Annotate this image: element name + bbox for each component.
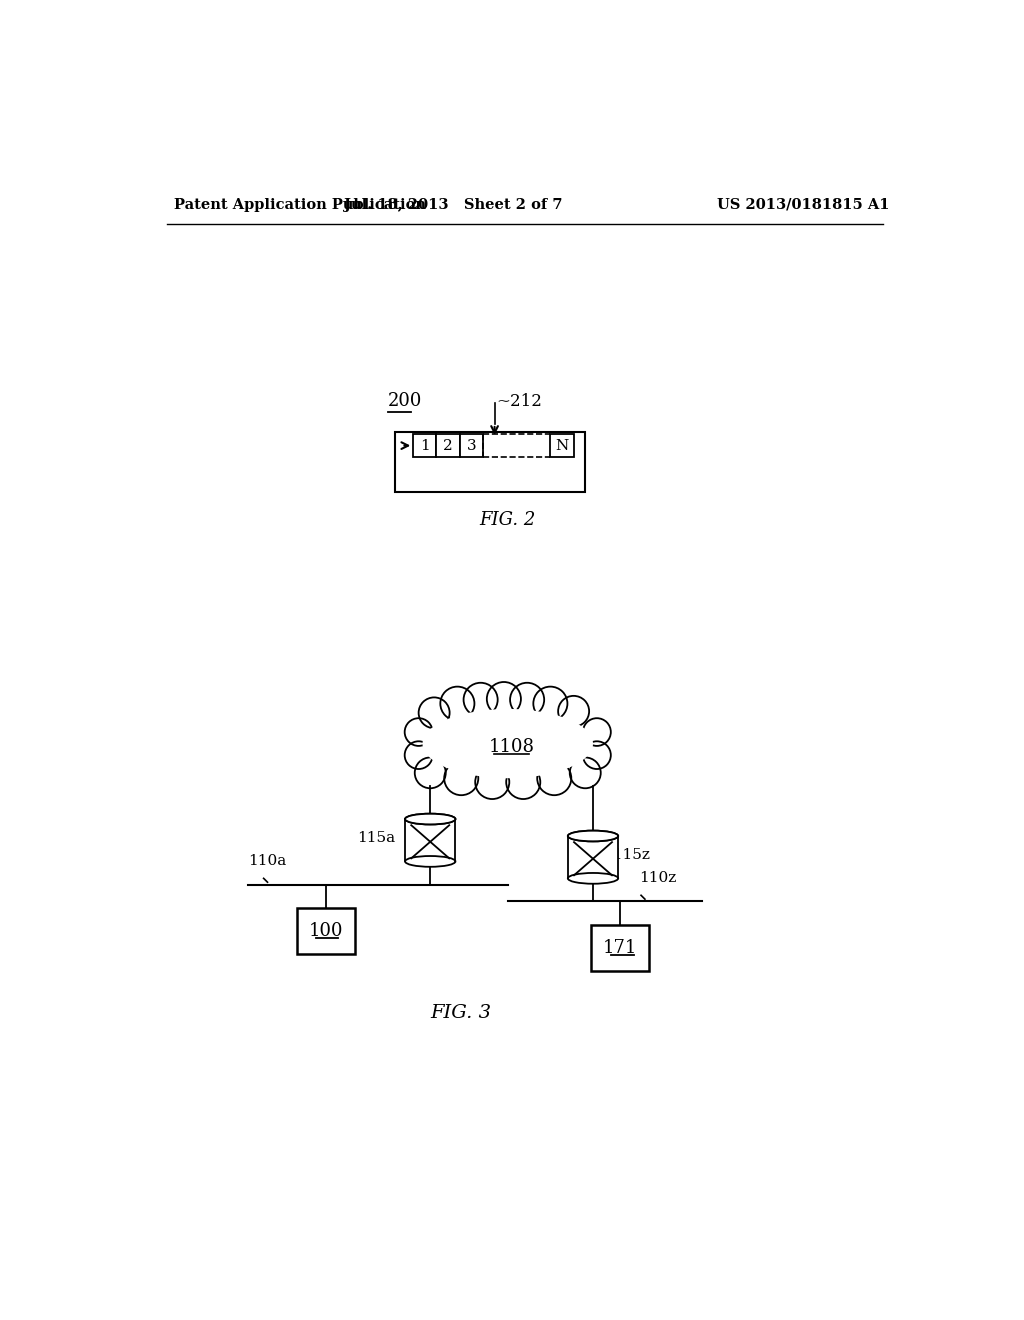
Bar — [395, 432, 586, 492]
Bar — [406, 818, 456, 862]
Text: 110z: 110z — [640, 870, 677, 884]
Text: Jul. 18, 2013   Sheet 2 of 7: Jul. 18, 2013 Sheet 2 of 7 — [344, 198, 563, 211]
Bar — [297, 908, 354, 954]
Ellipse shape — [464, 682, 498, 717]
Text: 110a: 110a — [248, 854, 287, 867]
Text: 2: 2 — [443, 438, 453, 453]
Ellipse shape — [568, 873, 618, 884]
Text: 200: 200 — [388, 392, 422, 411]
Ellipse shape — [404, 718, 432, 746]
Text: 3: 3 — [467, 438, 476, 453]
Text: Patent Application Publication: Patent Application Publication — [174, 198, 427, 211]
Text: 100: 100 — [308, 921, 343, 940]
Text: ~115z: ~115z — [601, 849, 650, 862]
Ellipse shape — [411, 701, 604, 785]
Ellipse shape — [419, 697, 450, 729]
Ellipse shape — [486, 682, 521, 715]
Text: 1108: 1108 — [488, 738, 535, 756]
Text: ~212: ~212 — [496, 393, 542, 411]
Ellipse shape — [534, 686, 567, 721]
Ellipse shape — [558, 696, 589, 726]
Bar — [436, 434, 460, 457]
Bar — [460, 434, 483, 457]
Text: N: N — [555, 438, 568, 453]
Ellipse shape — [406, 814, 455, 824]
Ellipse shape — [440, 686, 474, 721]
Text: US 2013/0181815 A1: US 2013/0181815 A1 — [717, 198, 890, 211]
Ellipse shape — [538, 762, 571, 795]
Ellipse shape — [475, 766, 509, 799]
Ellipse shape — [568, 830, 618, 841]
Ellipse shape — [406, 855, 456, 867]
Ellipse shape — [568, 832, 617, 841]
Ellipse shape — [583, 742, 611, 770]
Text: 115a: 115a — [357, 832, 395, 845]
Ellipse shape — [510, 682, 544, 717]
Text: FIG. 3: FIG. 3 — [431, 1005, 492, 1022]
Ellipse shape — [404, 742, 432, 770]
Bar — [568, 836, 618, 878]
Bar — [550, 434, 573, 457]
Text: FIG. 2: FIG. 2 — [479, 511, 536, 529]
Bar — [591, 924, 649, 970]
Ellipse shape — [444, 762, 478, 795]
Text: 1: 1 — [420, 438, 430, 453]
Ellipse shape — [423, 709, 593, 779]
Ellipse shape — [569, 758, 601, 788]
Ellipse shape — [415, 758, 445, 788]
Bar — [414, 434, 436, 457]
Ellipse shape — [583, 718, 611, 746]
Ellipse shape — [406, 813, 456, 825]
Text: 171: 171 — [603, 939, 637, 957]
Ellipse shape — [506, 766, 541, 799]
